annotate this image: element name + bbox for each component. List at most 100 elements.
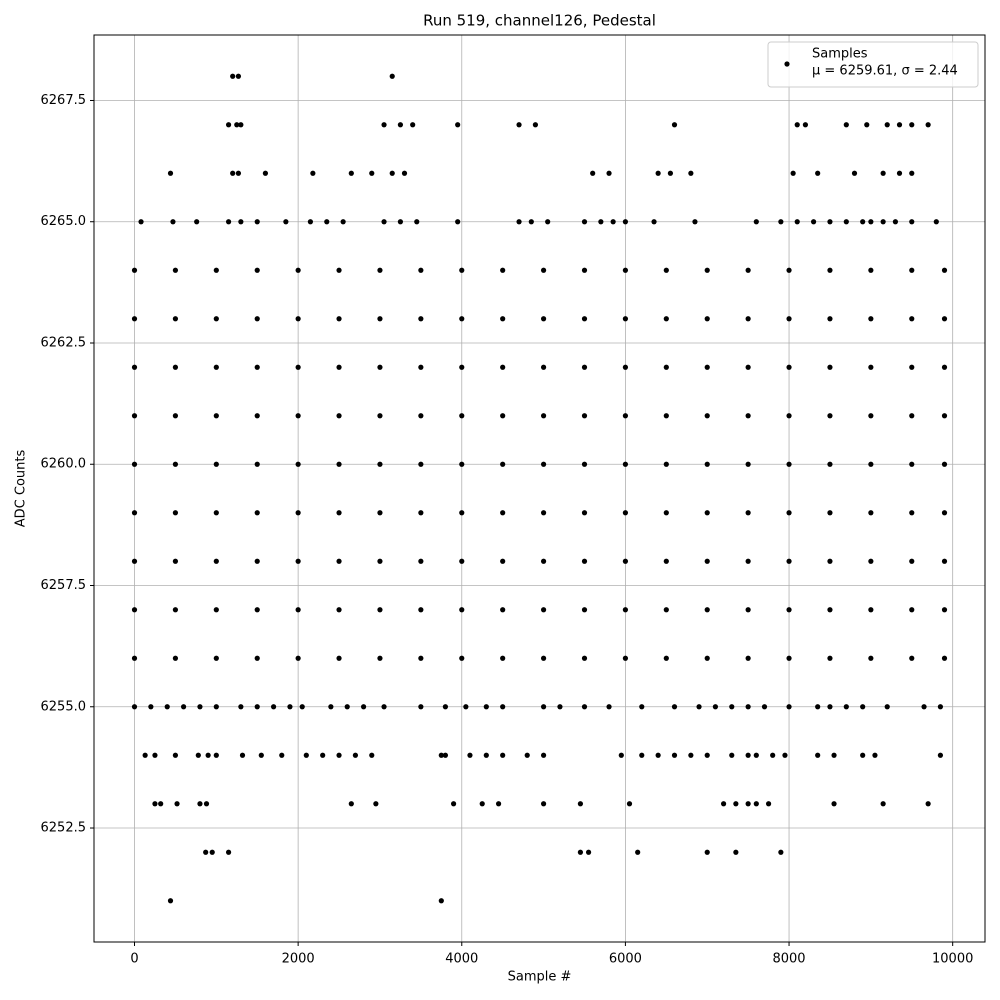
data-point: [868, 655, 874, 661]
data-point: [790, 170, 796, 176]
data-point: [131, 413, 138, 419]
chart-title: Run 519, channel126, Pedestal: [423, 12, 656, 30]
data-point: [344, 704, 350, 710]
data-point: [254, 607, 260, 613]
data-point: [450, 801, 457, 807]
data-point: [778, 849, 784, 855]
data-point: [622, 219, 629, 225]
data-point: [270, 704, 277, 710]
data-point: [782, 752, 788, 758]
data-point: [896, 122, 903, 128]
data-point: [581, 461, 588, 467]
data-point: [909, 413, 915, 419]
data-point: [418, 558, 424, 564]
data-point: [148, 704, 154, 710]
data-point: [577, 849, 584, 855]
data-point: [131, 316, 138, 322]
plot-frame: [93, 34, 986, 943]
data-point: [639, 752, 645, 758]
data-point: [213, 752, 219, 758]
data-point: [336, 510, 342, 516]
data-point: [909, 558, 915, 564]
data-point: [704, 510, 710, 516]
data-point: [235, 170, 242, 176]
data-point: [581, 413, 588, 419]
data-point: [172, 752, 179, 758]
data-point: [195, 752, 201, 758]
data-point: [827, 704, 833, 710]
data-point: [336, 364, 342, 370]
data-point: [745, 316, 751, 322]
data-point: [704, 413, 710, 419]
data-point: [921, 704, 927, 710]
data-point: [295, 510, 301, 516]
data-point: [336, 267, 342, 273]
data-point: [254, 219, 260, 225]
data-point: [745, 704, 751, 710]
data-point: [381, 219, 387, 225]
data-point: [254, 704, 260, 710]
data-point: [369, 170, 375, 176]
y-tick-label: 6257.5: [41, 578, 87, 593]
data-point: [438, 752, 444, 758]
data-point: [194, 219, 200, 225]
data-point: [213, 364, 219, 370]
data-point: [581, 510, 588, 516]
data-point: [500, 510, 506, 516]
data-point: [581, 364, 588, 370]
data-point: [540, 801, 547, 807]
data-point: [336, 413, 342, 419]
data-point: [377, 655, 383, 661]
data-point: [459, 267, 465, 273]
data-point: [778, 219, 784, 225]
data-point: [213, 267, 219, 273]
data-point: [328, 704, 334, 710]
data-point: [540, 655, 547, 661]
data-point: [941, 655, 948, 661]
data-point: [164, 704, 170, 710]
data-point: [287, 704, 293, 710]
data-point: [131, 510, 138, 516]
data-point: [389, 73, 395, 79]
data-point: [167, 898, 174, 904]
data-point: [209, 849, 215, 855]
data-point: [516, 219, 522, 225]
data-point: [692, 219, 698, 225]
data-point: [377, 364, 383, 370]
data-point: [831, 801, 837, 807]
data-point: [500, 461, 506, 467]
data-point: [540, 267, 547, 273]
data-point: [170, 219, 176, 225]
data-point: [459, 607, 465, 613]
data-point: [500, 607, 506, 613]
data-point: [500, 364, 506, 370]
data-point: [172, 461, 179, 467]
data-point: [868, 510, 874, 516]
data-point: [142, 752, 148, 758]
data-point: [941, 413, 948, 419]
data-point: [753, 752, 759, 758]
data-point: [663, 558, 669, 564]
data-point: [872, 752, 878, 758]
data-point: [495, 801, 502, 807]
data-point: [540, 752, 547, 758]
data-point: [651, 219, 657, 225]
data-point: [622, 364, 629, 370]
data-point: [455, 122, 461, 128]
data-point: [540, 413, 547, 419]
data-point: [295, 558, 301, 564]
data-point: [622, 413, 629, 419]
data-point: [581, 267, 588, 273]
data-point: [786, 655, 792, 661]
data-point: [655, 752, 661, 758]
data-point: [516, 122, 522, 128]
data-point: [581, 607, 588, 613]
data-point: [925, 801, 931, 807]
data-point: [295, 655, 301, 661]
data-point: [753, 801, 759, 807]
data-point: [213, 461, 219, 467]
data-point: [500, 316, 506, 322]
data-point: [324, 219, 330, 225]
data-point: [712, 704, 719, 710]
data-point: [459, 364, 465, 370]
